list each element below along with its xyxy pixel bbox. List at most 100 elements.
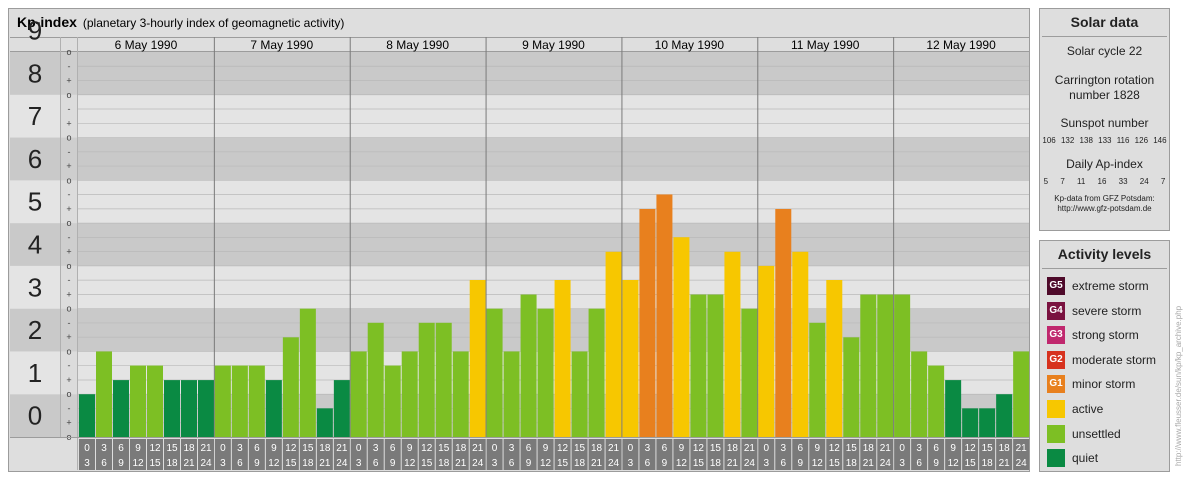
- solar-data-box: Solar data Solar cycle 22 Carrington rot…: [1039, 8, 1170, 231]
- interval-end-label: 9: [390, 458, 396, 469]
- activity-level-label: quiet: [1072, 451, 1099, 466]
- kp-bar: [350, 351, 367, 437]
- kp-bar: [860, 294, 877, 437]
- activity-level-label: unsettled: [1072, 426, 1121, 441]
- interval-label-box: [130, 439, 146, 470]
- interval-label-box: [435, 439, 452, 470]
- kp-bar: [130, 365, 146, 437]
- interval-end-label: 9: [933, 458, 939, 469]
- carrington-line2: number 1828: [1069, 88, 1140, 102]
- source-link[interactable]: http://www.gfz-potsdam.de: [1057, 204, 1152, 213]
- interval-start-label: 3: [645, 443, 651, 454]
- activity-level-swatch: [1047, 449, 1065, 468]
- interval-end-label: 15: [149, 458, 161, 469]
- activity-level-label: severe storm: [1072, 303, 1142, 318]
- interval-label-box: [164, 439, 180, 470]
- kp-bar: [96, 351, 112, 437]
- interval-start-label: 3: [101, 443, 107, 454]
- interval-label-box: [622, 439, 639, 470]
- interval-start-label: 3: [916, 443, 922, 454]
- minor-tick-mark: +: [66, 375, 71, 385]
- interval-end-label: 3: [628, 458, 634, 469]
- kp-bar: [503, 351, 520, 437]
- minor-tick-mark: +: [66, 204, 71, 214]
- interval-start-label: 6: [390, 443, 396, 454]
- activity-level-swatch: [1047, 424, 1065, 443]
- interval-label-box: [571, 439, 588, 470]
- kp-bar: [758, 265, 775, 437]
- interval-label-box: [265, 439, 282, 470]
- chart-title-main: Kp-index: [17, 14, 77, 30]
- kp-bar: [588, 308, 605, 437]
- y-tick-label: 0: [28, 401, 42, 431]
- interval-start-label: 0: [628, 443, 634, 454]
- kp-bar: [435, 322, 452, 437]
- interval-end-label: 6: [916, 458, 922, 469]
- interval-label-box: [945, 439, 962, 470]
- kp-bar: [198, 380, 214, 437]
- activity-level-label: minor storm: [1072, 377, 1136, 392]
- interval-start-label: 12: [285, 443, 297, 454]
- minor-tick-column: [60, 52, 78, 437]
- interval-end-label: 18: [166, 458, 178, 469]
- interval-label-box: [350, 439, 367, 470]
- minor-tick-mark: -: [68, 61, 71, 71]
- activity-level-swatch: G4: [1047, 301, 1065, 320]
- interval-start-label: 15: [302, 443, 314, 454]
- interval-end-label: 18: [438, 458, 450, 469]
- interval-end-label: 15: [693, 458, 705, 469]
- interval-start-label: 3: [781, 443, 787, 454]
- day-label: 9 May 1990: [522, 38, 585, 52]
- interval-start-label: 18: [183, 443, 195, 454]
- interval-end-label: 18: [302, 458, 314, 469]
- interval-start-label: 15: [574, 443, 586, 454]
- interval-label-box: [928, 439, 945, 470]
- interval-label-box: [554, 439, 571, 470]
- minor-tick-mark: o: [66, 218, 71, 228]
- chart-subtitle: (planetary 3-hourly index of geomagnetic…: [82, 16, 345, 30]
- interval-start-label: 21: [744, 443, 756, 454]
- interval-end-label: 24: [880, 458, 892, 469]
- kp-bar: [231, 365, 248, 437]
- minor-tick-mark: o: [66, 90, 71, 100]
- minor-tick-mark: o: [66, 133, 71, 143]
- interval-start-label: 3: [373, 443, 379, 454]
- interval-label-box: [860, 439, 877, 470]
- kp-bar: [894, 294, 911, 437]
- kp-bar: [605, 251, 622, 437]
- interval-label-box: [181, 439, 197, 470]
- interval-start-label: 9: [679, 443, 685, 454]
- interval-label-box: [113, 439, 129, 470]
- sunspot-title: Sunspot number: [1060, 116, 1149, 130]
- interval-start-label: 21: [880, 443, 892, 454]
- carrington-line1: Carrington rotation: [1054, 73, 1155, 87]
- kp-bar: [911, 351, 928, 437]
- kp-bar: [826, 280, 843, 437]
- interval-start-label: 15: [438, 443, 450, 454]
- interval-start-label: 15: [982, 443, 994, 454]
- kp-band-8: [10, 52, 1029, 95]
- interval-start-label: 9: [135, 443, 141, 454]
- interval-end-label: 12: [676, 458, 688, 469]
- interval-label-box: [639, 439, 656, 470]
- kp-bar: [452, 351, 469, 437]
- interval-end-label: 6: [373, 458, 379, 469]
- interval-start-label: 18: [727, 443, 739, 454]
- interval-start-label: 0: [899, 443, 905, 454]
- kp-bar: [1013, 351, 1030, 437]
- kp-bar: [843, 337, 860, 437]
- interval-end-label: 3: [492, 458, 498, 469]
- interval-end-label: 18: [710, 458, 722, 469]
- interval-end-label: 24: [1016, 458, 1028, 469]
- interval-start-label: 0: [220, 443, 226, 454]
- kp-bar: [877, 294, 894, 437]
- day-label: 7 May 1990: [250, 38, 313, 52]
- kp-bar: [809, 322, 826, 437]
- interval-start-label: 12: [421, 443, 433, 454]
- interval-end-label: 21: [591, 458, 603, 469]
- activity-levels-title: Activity levels: [1042, 241, 1167, 269]
- solar-data-title: Solar data: [1042, 9, 1167, 37]
- interval-end-label: 21: [999, 458, 1011, 469]
- interval-label-box: [418, 439, 435, 470]
- interval-end-label: 3: [84, 458, 90, 469]
